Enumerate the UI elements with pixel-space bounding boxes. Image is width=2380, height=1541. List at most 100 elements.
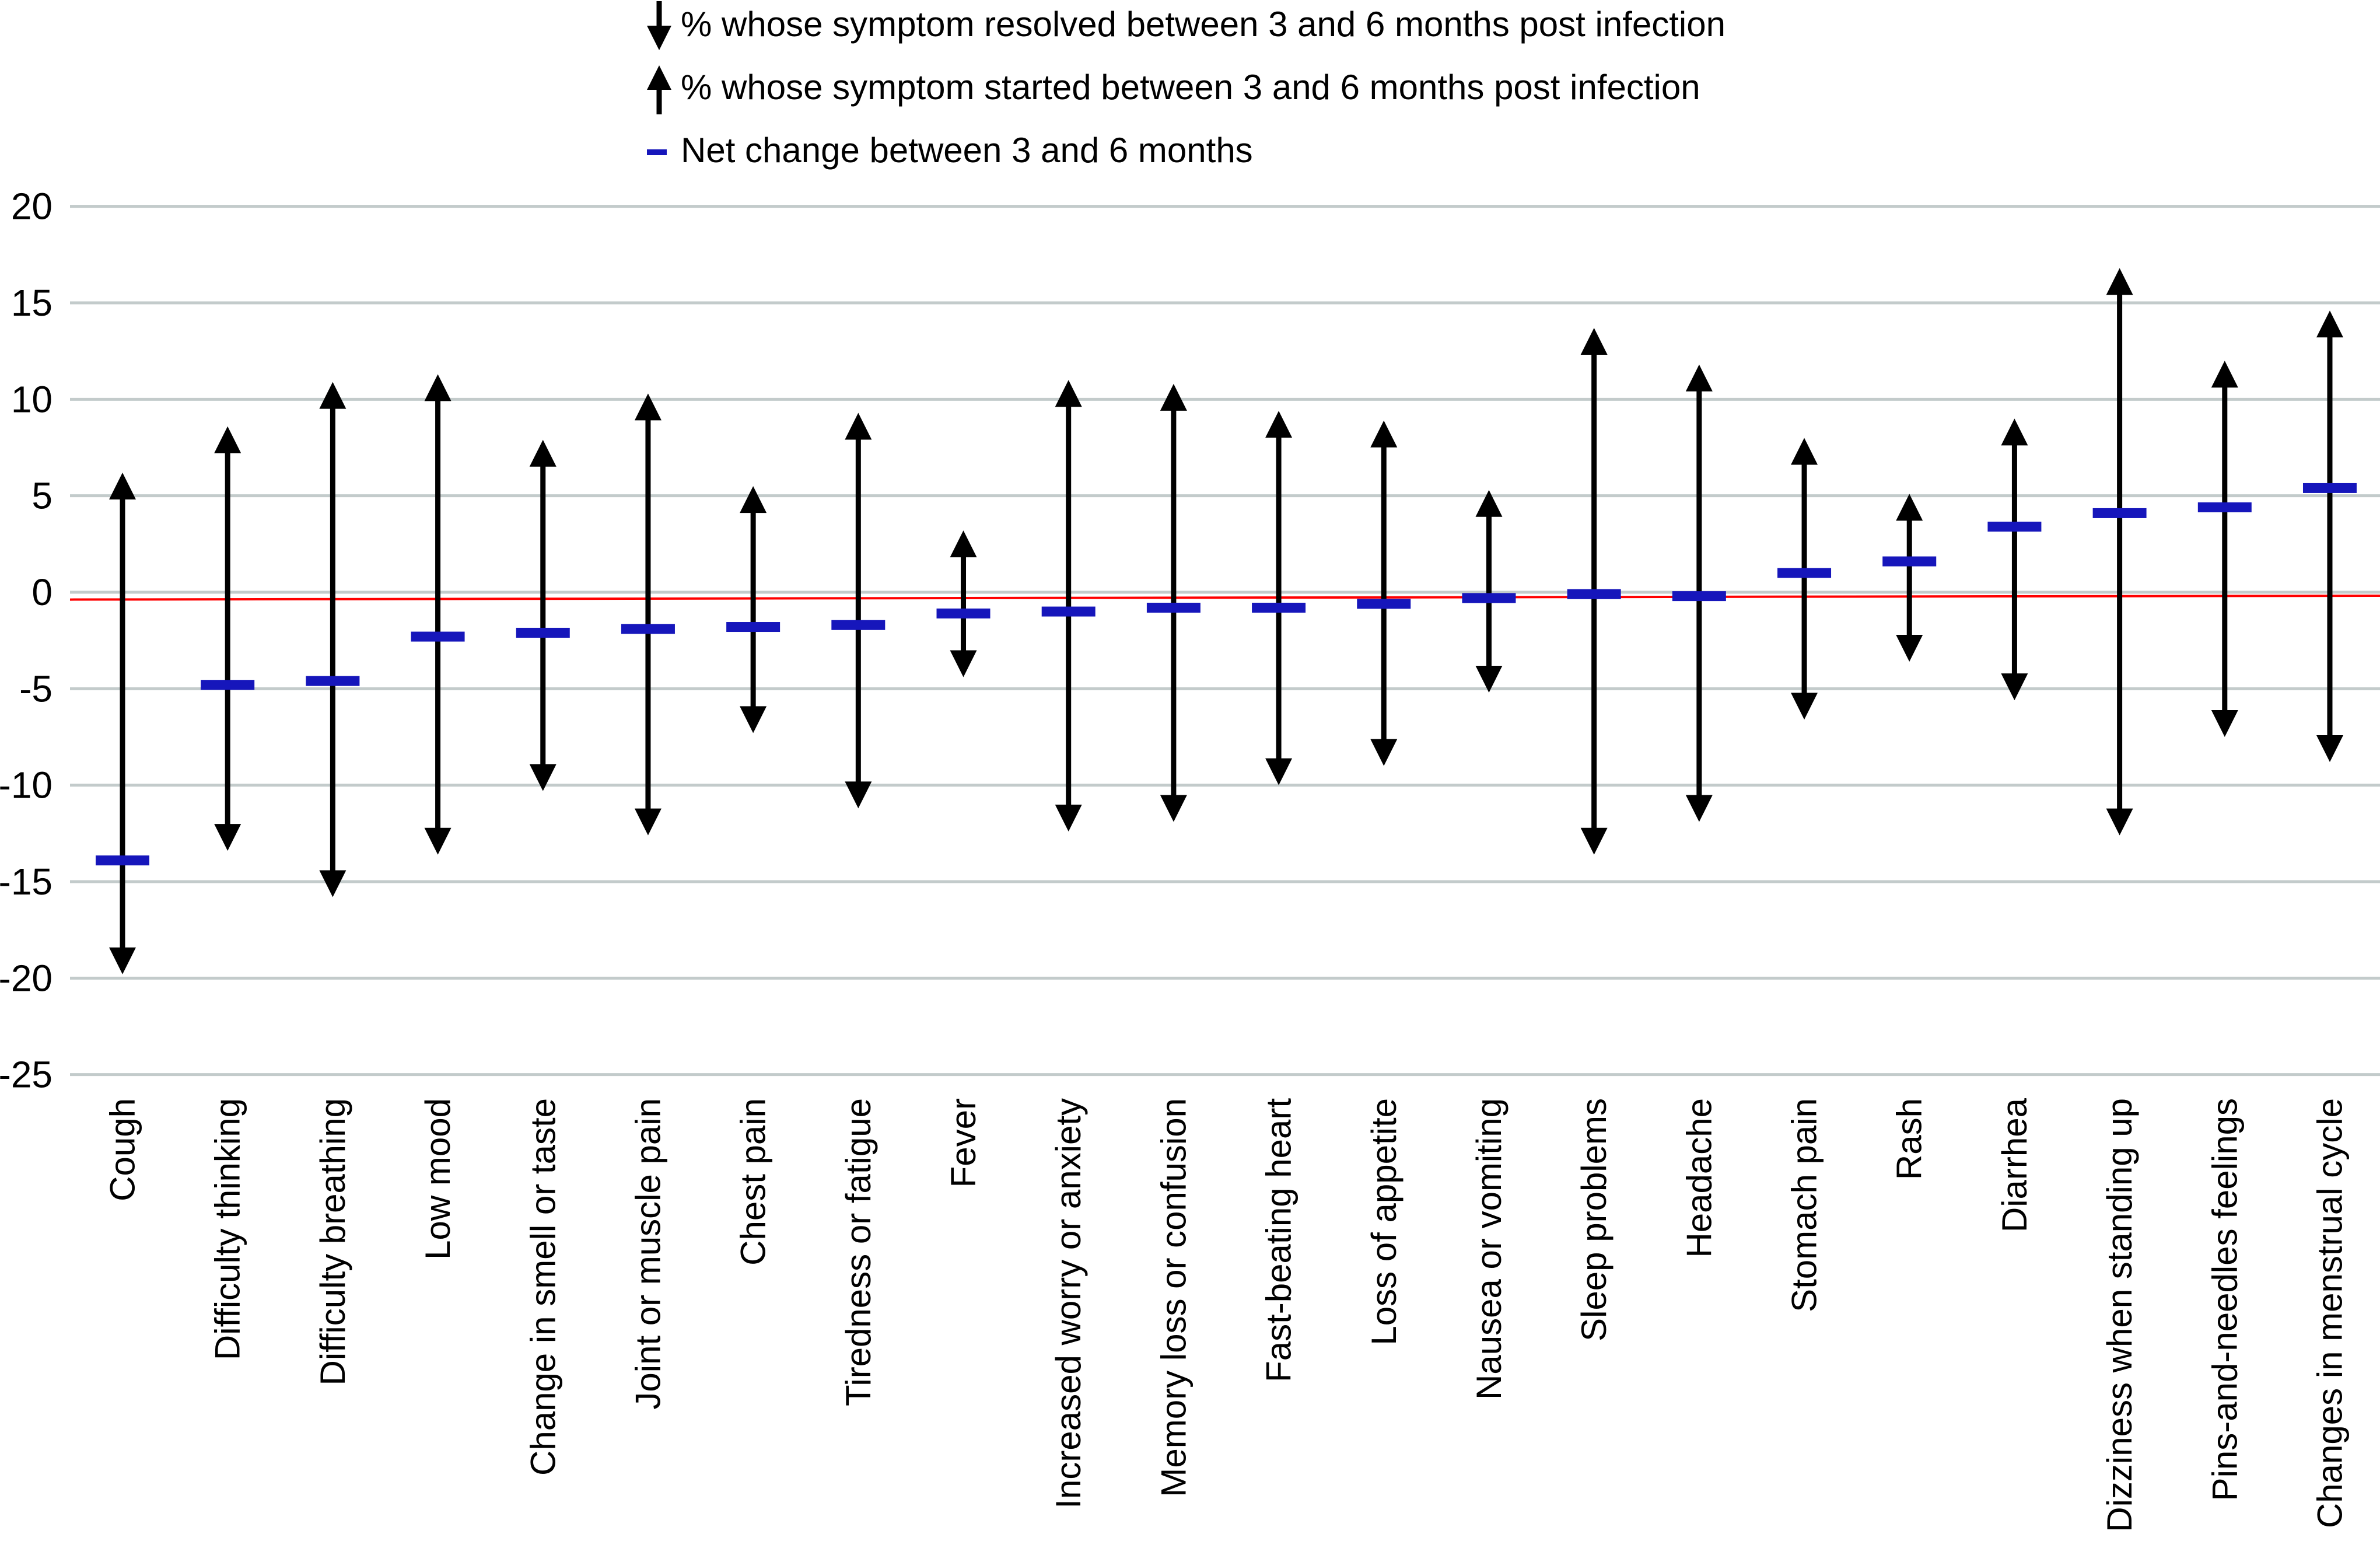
symptom-range-arrow xyxy=(1896,494,1923,662)
up-arrowhead-icon xyxy=(109,472,136,499)
symptom-range-arrow xyxy=(214,426,242,851)
down-arrowhead-icon xyxy=(424,827,452,855)
y-axis-tick-label: -10 xyxy=(0,764,52,806)
up-arrowhead-icon xyxy=(1475,490,1503,517)
down-arrowhead-icon xyxy=(1896,635,1923,662)
up-arrowhead-icon xyxy=(319,382,346,409)
down-arrowhead-icon xyxy=(2211,710,2238,738)
symptom-range-arrow xyxy=(1475,490,1503,693)
category-label: Diarrhea xyxy=(1995,1098,2034,1232)
category-label: Rash xyxy=(1890,1098,1929,1180)
up-arrow-icon xyxy=(645,64,681,114)
down-arrowhead-icon xyxy=(2001,673,2028,701)
net-change-marker xyxy=(1462,593,1516,603)
category-label: Change in smell or taste xyxy=(523,1098,562,1476)
down-arrowhead-icon xyxy=(1265,758,1293,785)
category-label: Sleep problems xyxy=(1574,1098,1614,1341)
legend-label-net-change: Net change between 3 and 6 months xyxy=(681,131,1253,170)
up-arrowhead-icon xyxy=(950,530,977,558)
net-change-marker xyxy=(1567,589,1621,599)
net-change-marker xyxy=(1882,556,1937,567)
down-arrowhead-icon xyxy=(529,764,556,791)
up-arrowhead-icon xyxy=(1370,420,1398,448)
y-axis-tick-label: -25 xyxy=(0,1054,52,1096)
up-arrowhead-icon xyxy=(1160,383,1187,411)
symptom-range-arrow xyxy=(2106,268,2133,836)
symptom-range-arrow xyxy=(1055,380,1082,832)
net-change-marker xyxy=(1146,602,1200,613)
up-arrowhead-icon xyxy=(1791,438,1818,465)
net-change-marker xyxy=(936,608,991,619)
symptom-range-arrow xyxy=(319,382,346,897)
net-change-marker xyxy=(201,680,255,690)
symptom-range-arrow xyxy=(2316,310,2343,762)
down-arrowhead-icon xyxy=(2106,808,2133,836)
net-change-marker xyxy=(1252,602,1306,613)
symptom-range-arrow xyxy=(2001,418,2028,701)
symptom-range-arrow xyxy=(950,530,977,677)
down-arrowhead-icon xyxy=(214,824,242,851)
legend-item-resolved: % whose symptom resolved between 3 and 6… xyxy=(645,1,1726,51)
baseline-reference-line xyxy=(69,594,2380,601)
category-label: Dizziness when standing up xyxy=(2100,1098,2139,1532)
y-axis-tick-label: 15 xyxy=(11,282,52,324)
net-change-marker xyxy=(306,676,360,686)
symptom-range-arrow xyxy=(1370,420,1398,766)
symptom-range-arrow xyxy=(1791,438,1818,720)
category-label: Tiredness or fatigue xyxy=(839,1098,878,1406)
down-arrowhead-icon xyxy=(1160,795,1187,822)
net-change-marker xyxy=(1777,568,1832,578)
up-arrowhead-icon xyxy=(740,486,767,513)
net-change-marker xyxy=(831,620,886,630)
symptom-range-arrow xyxy=(529,439,556,791)
symptom-range-arrow xyxy=(845,413,872,809)
category-label: Difficulty breathing xyxy=(313,1098,352,1385)
down-arrowhead-icon xyxy=(950,650,977,677)
up-arrowhead-icon xyxy=(634,393,662,421)
y-axis-tick-label: 20 xyxy=(11,186,52,228)
net-change-marker xyxy=(1987,522,2042,532)
down-arrowhead-icon xyxy=(109,947,136,974)
up-arrowhead-icon xyxy=(1265,411,1293,438)
down-arrowhead-icon xyxy=(740,706,767,733)
down-arrowhead-icon xyxy=(319,870,346,897)
category-label: Loss of appetite xyxy=(1364,1098,1404,1346)
down-arrow-icon xyxy=(645,1,681,51)
category-label: Nausea or vomiting xyxy=(1469,1098,1508,1400)
legend: % whose symptom resolved between 3 and 6… xyxy=(645,1,1726,190)
net-dash-icon xyxy=(645,127,681,177)
y-axis-tick-label: -20 xyxy=(0,957,52,999)
category-label: Chest pain xyxy=(734,1098,773,1266)
net-change-marker xyxy=(2092,508,2147,518)
y-axis-tick-label: -15 xyxy=(0,861,52,903)
down-arrowhead-icon xyxy=(2316,735,2343,762)
net-change-marker xyxy=(1357,599,1411,609)
down-arrowhead-icon xyxy=(1055,805,1082,832)
symptom-range-arrow xyxy=(424,374,452,855)
down-arrowhead-icon xyxy=(1791,693,1818,720)
up-arrowhead-icon xyxy=(1685,364,1713,392)
net-change-marker xyxy=(96,855,149,866)
legend-item-started: % whose symptom started between 3 and 6 … xyxy=(645,64,1726,114)
up-arrowhead-icon xyxy=(1896,494,1923,521)
symptom-range-arrow xyxy=(2211,361,2238,738)
symptom-range-arrow xyxy=(1265,411,1293,785)
net-change-marker xyxy=(411,631,465,642)
up-arrowhead-icon xyxy=(2106,268,2133,295)
category-label: Memory loss or confusion xyxy=(1154,1098,1193,1497)
y-axis-tick-label: 5 xyxy=(32,475,52,517)
up-arrowhead-icon xyxy=(529,439,556,467)
y-axis-tick-label: 10 xyxy=(11,378,52,420)
down-arrowhead-icon xyxy=(1580,827,1608,855)
category-label: Headache xyxy=(1679,1098,1718,1258)
category-label: Joint or muscle pain xyxy=(628,1098,667,1410)
legend-label-resolved: % whose symptom resolved between 3 and 6… xyxy=(681,5,1726,44)
up-arrowhead-icon xyxy=(845,413,872,440)
up-arrowhead-icon xyxy=(214,426,242,453)
net-change-marker xyxy=(726,622,780,633)
legend-label-started: % whose symptom started between 3 and 6 … xyxy=(681,68,1700,107)
symptom-range-arrow xyxy=(109,472,136,974)
down-arrowhead-icon xyxy=(1370,739,1398,766)
